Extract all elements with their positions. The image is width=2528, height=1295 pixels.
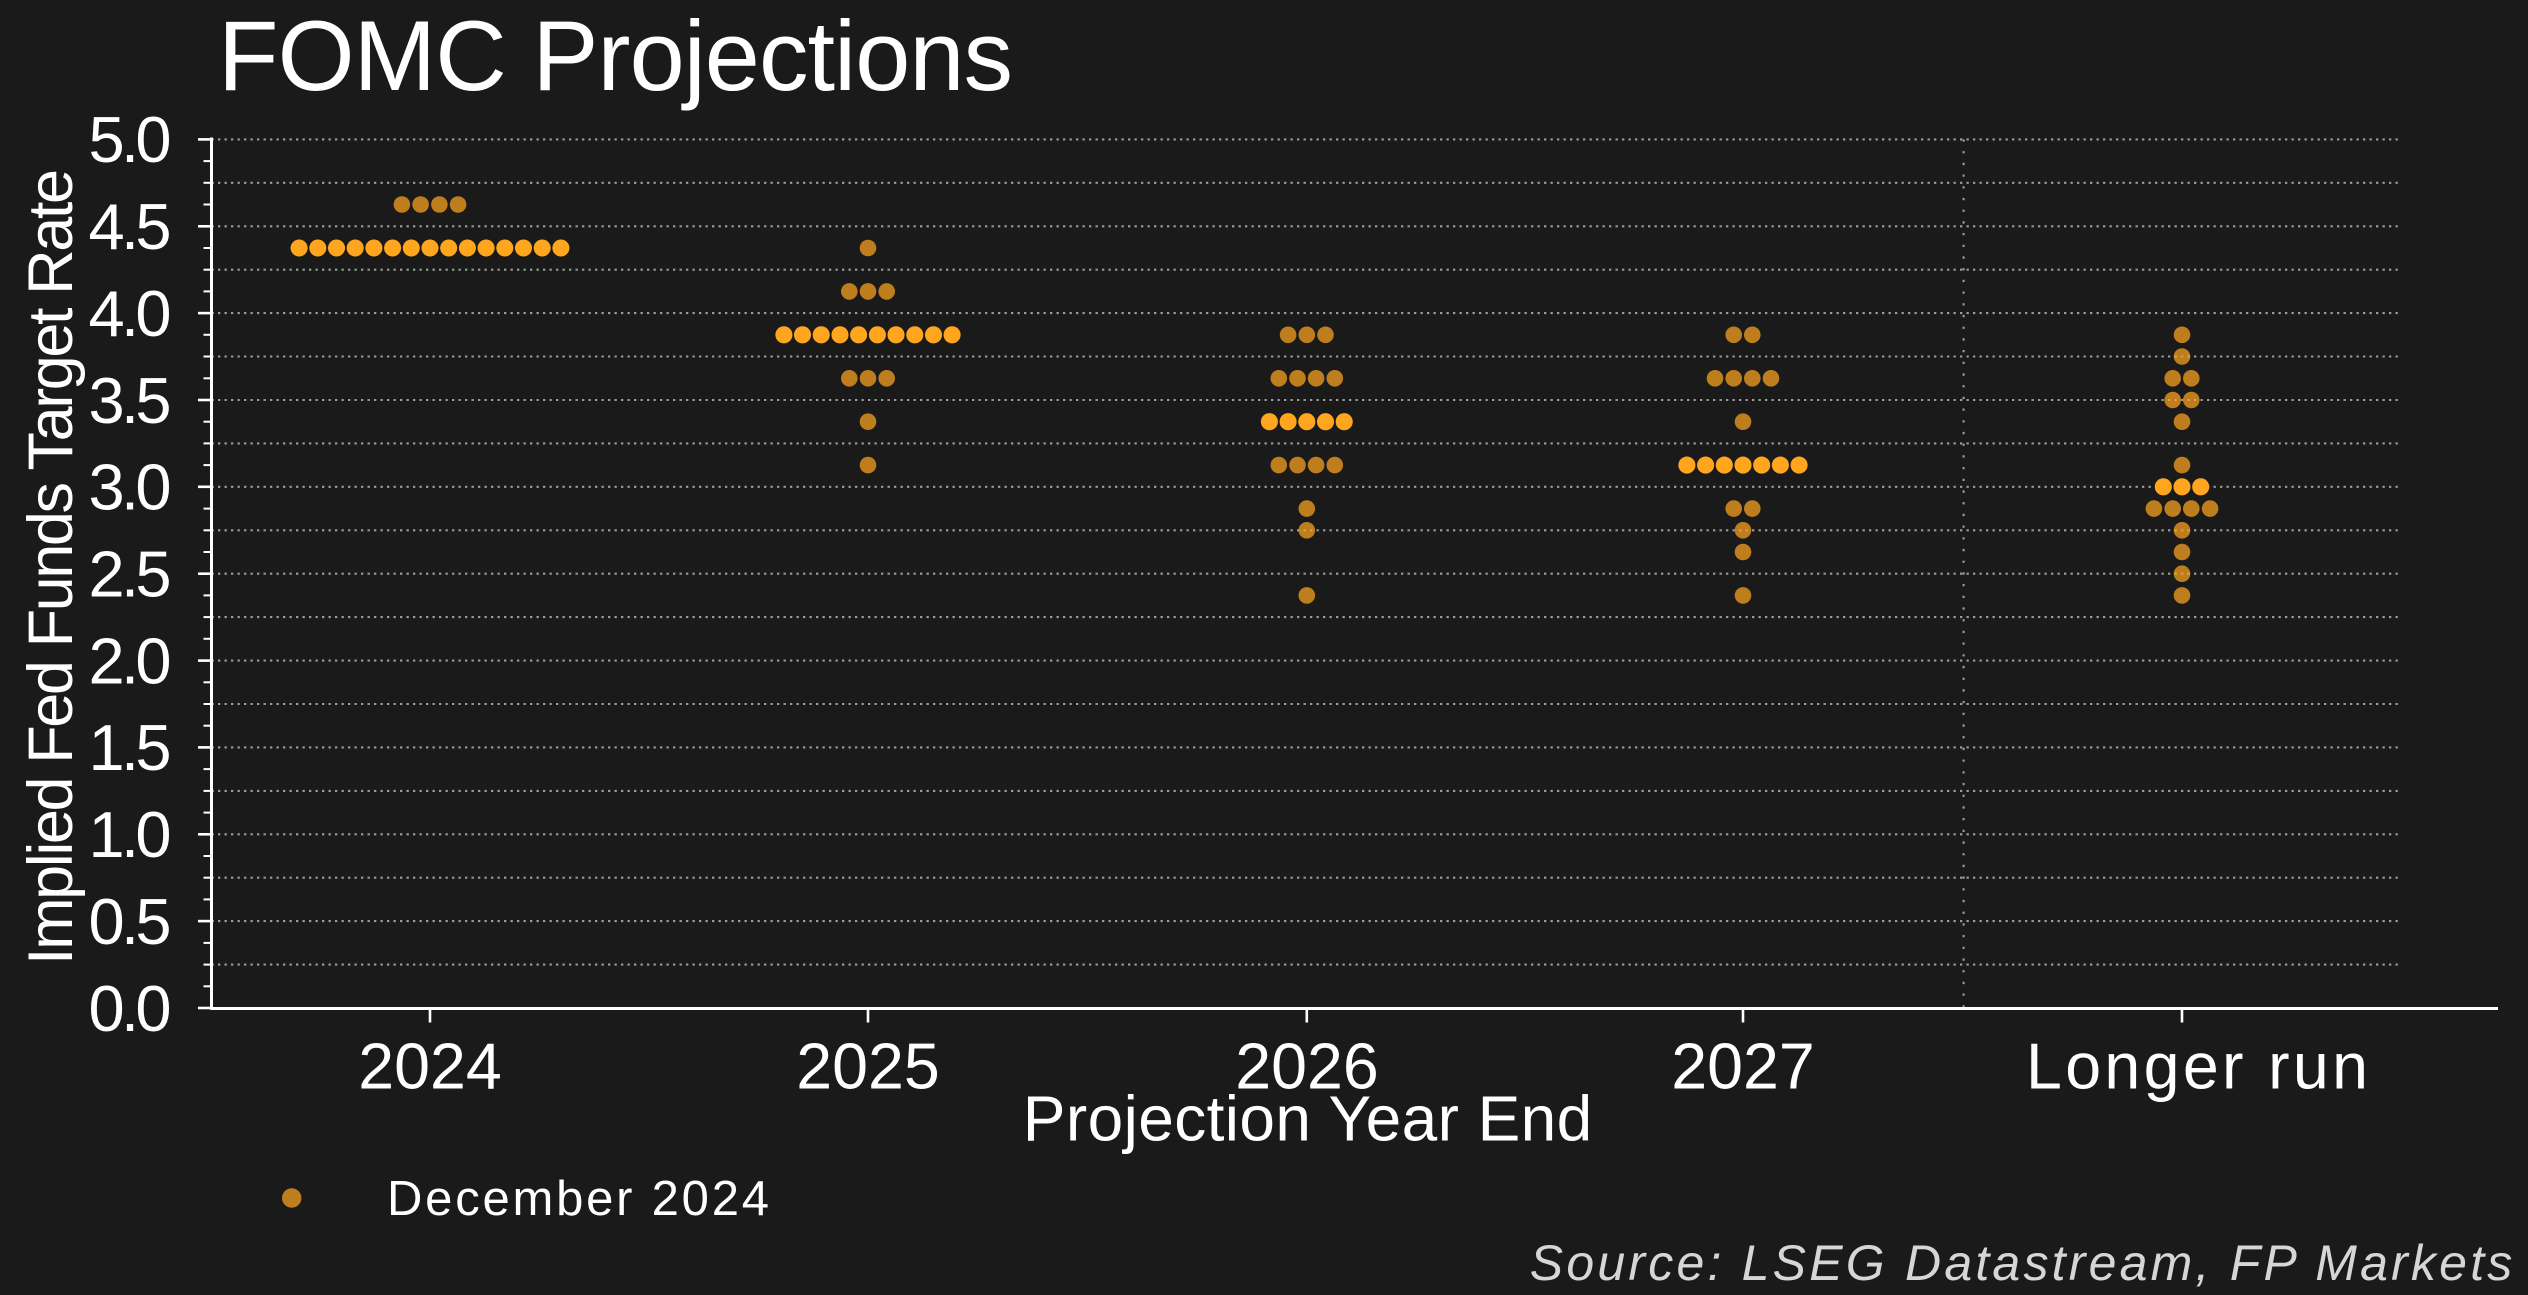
svg-text:FOMC Projections: FOMC Projections [218,0,1013,111]
svg-text:2024: 2024 [358,1031,502,1103]
svg-text:2025: 2025 [796,1031,940,1103]
svg-text:1.5: 1.5 [89,711,172,784]
svg-text:December 2024: December 2024 [387,1172,769,1226]
svg-text:2026: 2026 [1235,1031,1379,1103]
svg-text:1.0: 1.0 [89,798,172,871]
svg-text:5.0: 5.0 [89,103,172,176]
svg-text:3.5: 3.5 [89,364,172,437]
svg-text:3.0: 3.0 [89,451,172,524]
svg-text:2027: 2027 [1671,1031,1815,1103]
svg-text:0.5: 0.5 [89,885,172,958]
svg-text:2.0: 2.0 [89,624,172,697]
svg-text:4.0: 4.0 [89,277,172,350]
svg-text:4.5: 4.5 [89,190,172,263]
svg-text:Longer run: Longer run [2026,1031,2368,1103]
svg-text:Projection Year End: Projection Year End [1023,1083,1593,1155]
svg-text:Implied Fed Funds Target Rate: Implied Fed Funds Target Rate [16,169,86,965]
svg-text:2.5: 2.5 [89,538,172,611]
svg-text:0.0: 0.0 [89,972,172,1045]
